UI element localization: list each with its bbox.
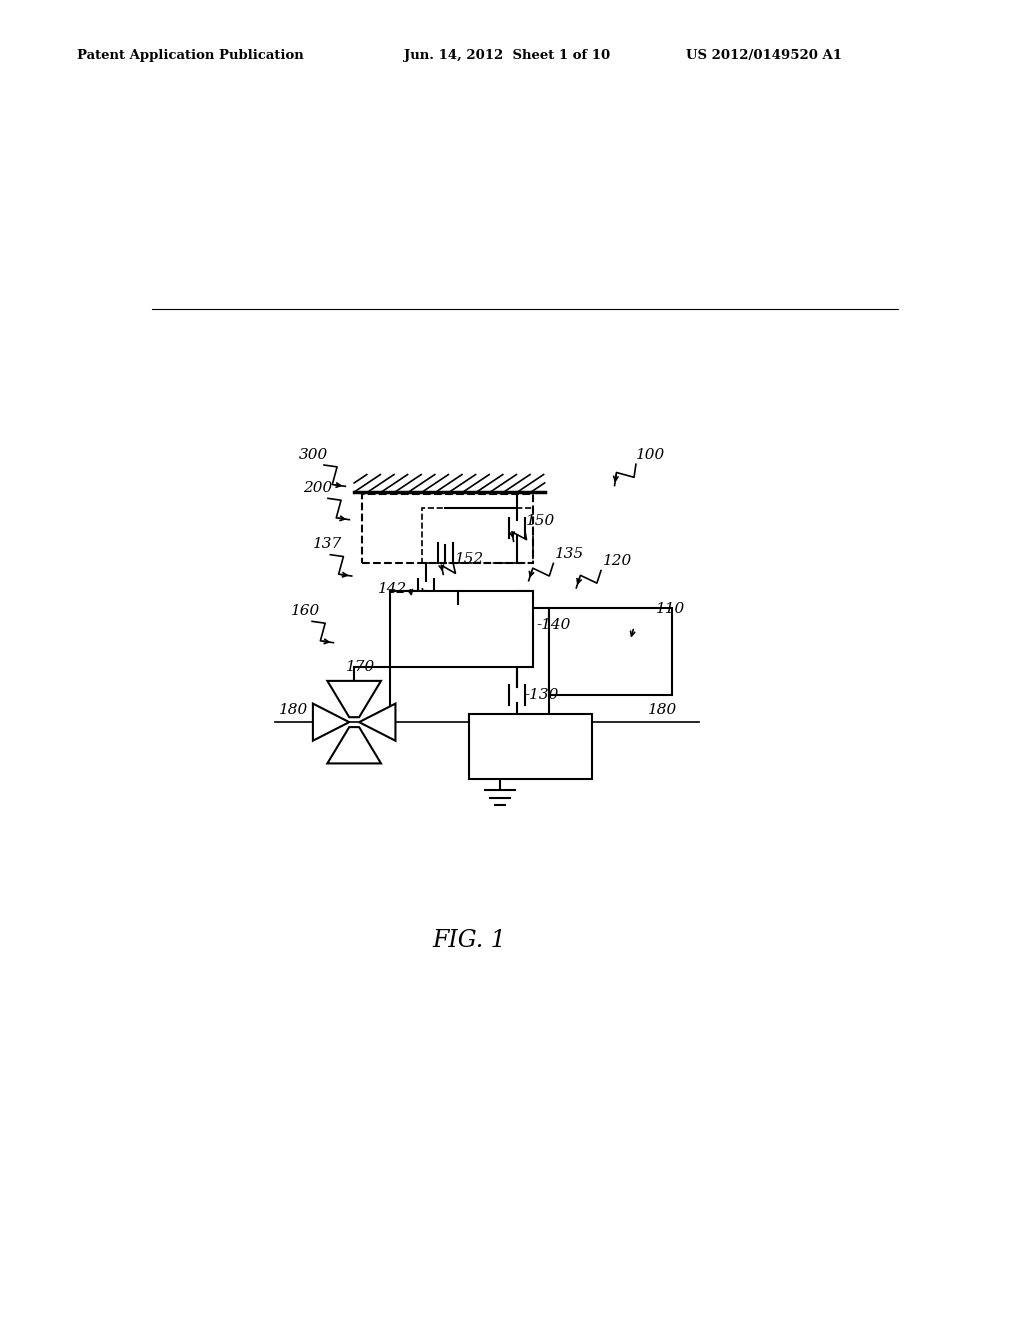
- Bar: [469, 714, 592, 779]
- Polygon shape: [313, 704, 349, 741]
- Polygon shape: [328, 727, 381, 763]
- Text: 152: 152: [455, 552, 484, 566]
- Text: 150: 150: [526, 515, 556, 528]
- Text: 142: 142: [378, 582, 408, 595]
- Text: -140: -140: [537, 618, 571, 632]
- Polygon shape: [359, 704, 395, 741]
- Text: 180: 180: [279, 704, 308, 717]
- Polygon shape: [328, 681, 381, 717]
- Text: 200: 200: [303, 480, 332, 495]
- Text: Patent Application Publication: Patent Application Publication: [77, 49, 303, 62]
- Bar: [549, 609, 672, 696]
- Text: -130: -130: [524, 688, 559, 702]
- Bar: [390, 591, 532, 667]
- Bar: [422, 508, 532, 564]
- Text: Jun. 14, 2012  Sheet 1 of 10: Jun. 14, 2012 Sheet 1 of 10: [404, 49, 610, 62]
- Text: 120: 120: [602, 554, 632, 568]
- Text: FIG. 1: FIG. 1: [432, 929, 506, 952]
- Bar: [362, 494, 532, 564]
- Text: 100: 100: [636, 447, 666, 462]
- Text: 300: 300: [299, 447, 328, 462]
- Text: 170: 170: [346, 660, 376, 673]
- Text: 160: 160: [291, 605, 319, 618]
- Text: 180: 180: [648, 704, 677, 717]
- Text: 137: 137: [313, 537, 342, 552]
- Text: 110: 110: [655, 602, 685, 616]
- Text: 135: 135: [555, 546, 585, 561]
- Text: US 2012/0149520 A1: US 2012/0149520 A1: [686, 49, 842, 62]
